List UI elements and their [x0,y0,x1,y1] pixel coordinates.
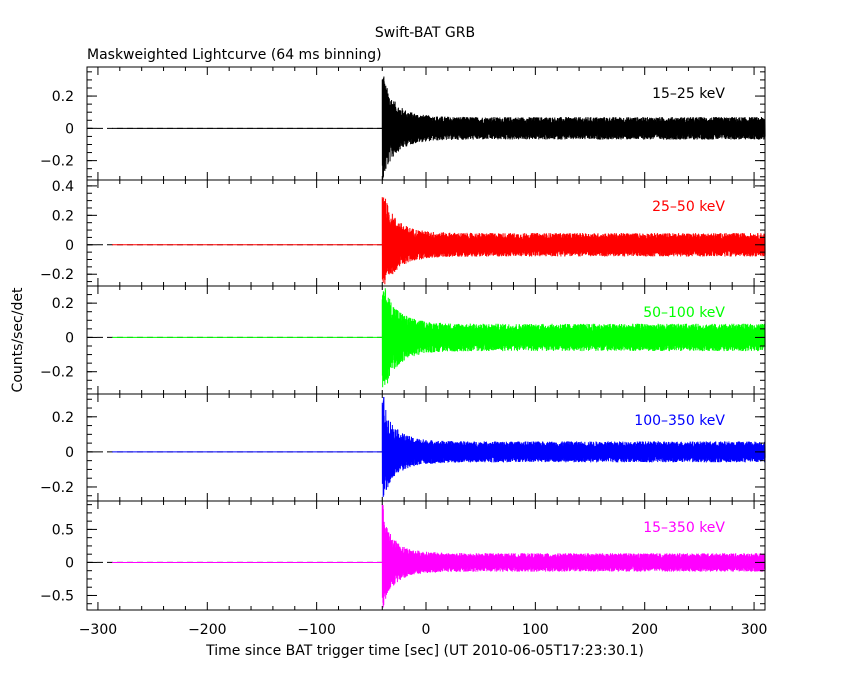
series-trace-5 [112,504,766,608]
panel-2: −0.2 0 0.2 0.4 25–50 keV [40,179,766,287]
y-tick-label: 0.2 [52,296,74,312]
series-trace-1 [112,76,766,180]
y-tick-label: 0.5 [52,522,74,538]
panel-4: −0.2 0 0.2 100–350 keV [40,393,766,502]
x-tick-label: −300 [79,622,117,638]
y-tick-label: 0.2 [52,89,74,105]
chart-subtitle: Maskweighted Lightcurve (64 ms binning) [87,47,382,63]
chart-title: Swift-BAT GRB [375,25,475,41]
series-trace-4 [112,397,766,498]
x-tick-label: 200 [631,622,658,638]
y-tick-label: 0 [65,555,74,571]
y-tick-label: −0.2 [40,365,74,381]
series-trace-2 [112,197,766,285]
y-tick-label: 0 [65,121,74,137]
x-tick-label: 300 [741,622,768,638]
x-axis-label: Time since BAT trigger time [sec] (UT 20… [205,643,644,659]
y-tick-label: 0 [65,330,74,346]
x-tick-label: 0 [422,622,431,638]
y-tick-label: 0.4 [52,179,74,195]
series-label-4: 100–350 keV [634,413,725,429]
x-axis: −300 −200 −100 0 100 200 300 [79,622,768,638]
y-tick-label: −0.2 [40,480,74,496]
series-label-1: 15–25 keV [652,86,725,102]
y-tick-label: 0.2 [52,208,74,224]
y-tick-label: −0.2 [40,267,74,283]
y-tick-label: 0.2 [52,410,74,426]
y-tick-label: 0 [65,238,74,254]
panels: −0.200.2 15–25 keV−0.200.20.425–50 keV−0.… [40,66,766,611]
series-label-5: 15–350 keV [643,520,725,536]
y-tick-label: 0 [65,445,74,461]
y-tick-label: −0.5 [40,588,74,604]
x-tick-label: 100 [522,622,549,638]
series-label-3: 50–100 keV [643,305,725,321]
x-tick-label: −200 [188,622,226,638]
panel-5: −0.5 0 0.5 15–350 keV [40,500,766,611]
series-trace-3 [112,288,766,388]
y-axis-label: Counts/sec/det [10,287,26,392]
panel-3: −0.2 0 0.2 50–100 keV [40,285,766,395]
y-tick-label: −0.2 [40,154,74,170]
x-tick-label: −100 [297,622,335,638]
series-label-2: 25–50 keV [652,199,725,215]
panel-1: −0.2 0 0.2 15–25 keV [40,66,766,181]
